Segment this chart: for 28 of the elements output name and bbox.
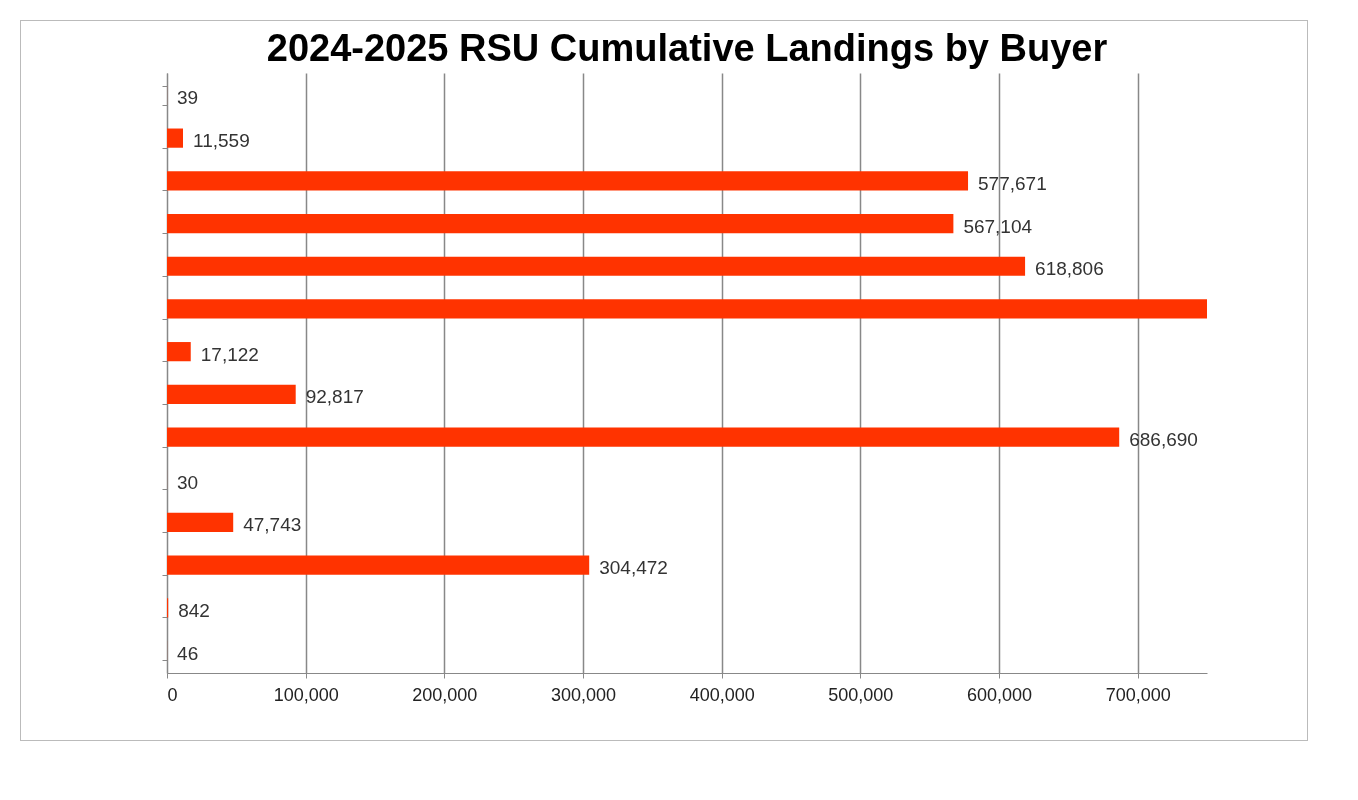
x-tick-label: 600,000	[966, 684, 1033, 705]
data-label: 39	[177, 87, 199, 109]
data-label: 46	[177, 642, 199, 664]
data-label: 17,122	[200, 343, 259, 365]
bar	[167, 128, 184, 148]
bar	[167, 512, 234, 533]
x-tick-label: 400,000	[689, 684, 755, 705]
x-tick-label: 100,000	[273, 684, 339, 705]
bar	[167, 299, 1207, 319]
data-label: 842	[178, 599, 210, 621]
bar	[167, 171, 969, 191]
bar	[167, 342, 191, 362]
bar	[167, 213, 954, 234]
data-label: 618,806	[1035, 258, 1104, 280]
x-tick-label: 300,000	[550, 684, 617, 705]
data-label: 304,472	[599, 557, 668, 579]
bar	[167, 384, 296, 404]
bar	[167, 555, 590, 575]
bar	[167, 427, 1120, 447]
data-label: 11,559	[193, 130, 250, 152]
chart-title: 2024-2025 RSU Cumulative Landings by Buyer	[266, 27, 1108, 69]
data-label: 47,743	[243, 514, 302, 536]
data-label: 30	[177, 471, 199, 493]
x-tick-label: 500,000	[828, 684, 894, 705]
x-tick-label: 200,000	[412, 684, 478, 705]
x-tick-label: 700,000	[1105, 684, 1171, 705]
x-tick-label: 0	[167, 684, 178, 705]
bar	[167, 256, 1026, 276]
